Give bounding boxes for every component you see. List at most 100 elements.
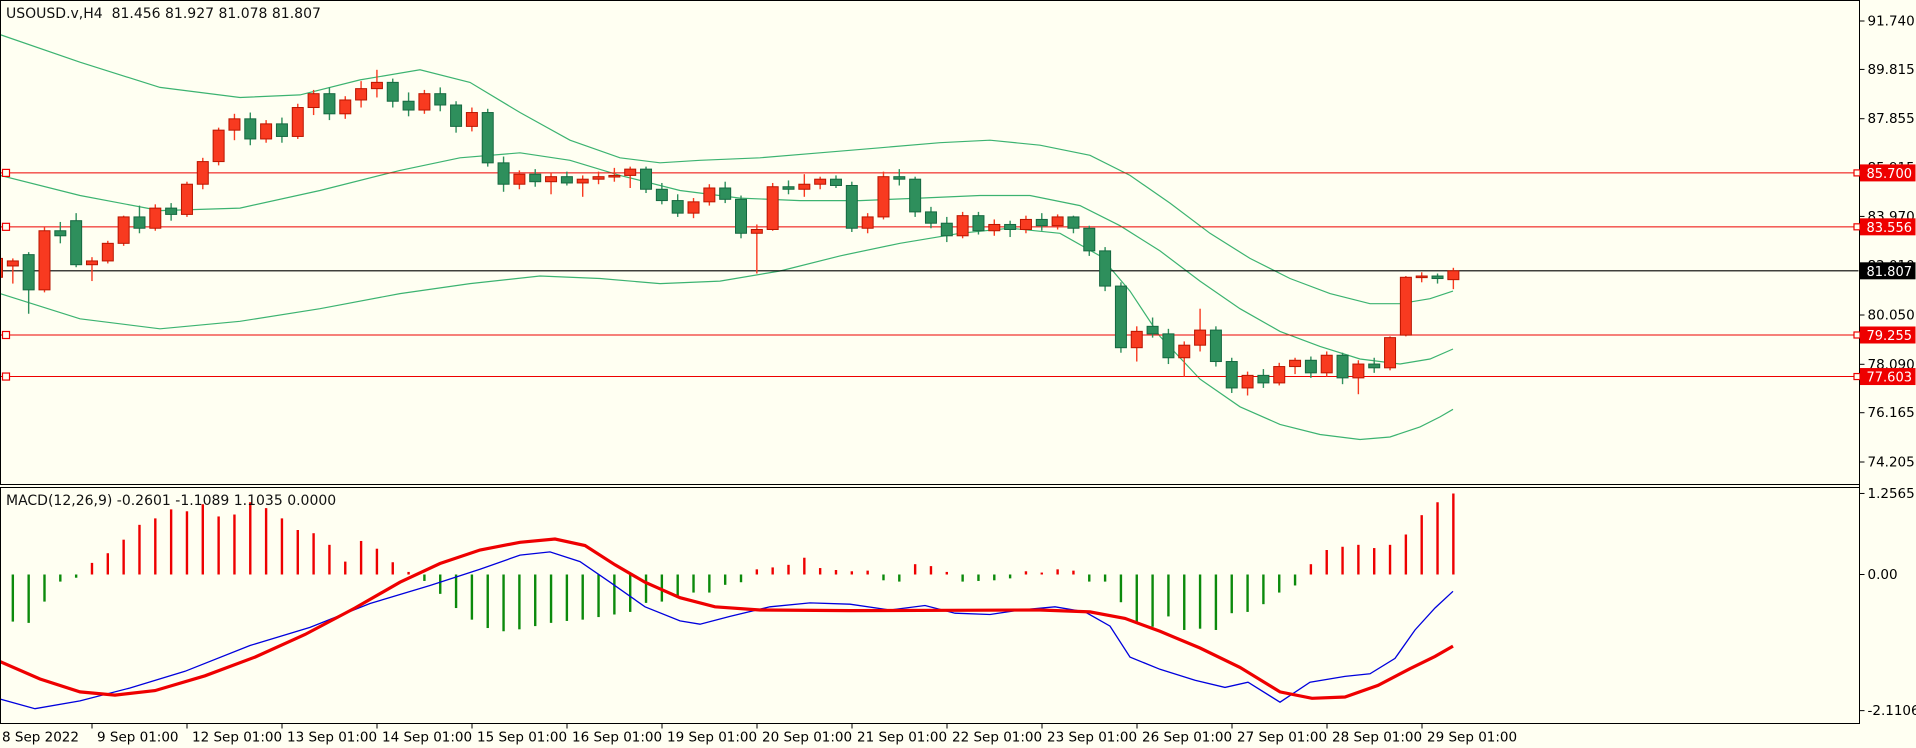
candle	[402, 92, 415, 117]
candle	[576, 175, 589, 197]
candle-body	[1336, 354, 1349, 379]
candle-body	[877, 176, 890, 218]
candle-body	[133, 216, 146, 229]
candle-body	[1, 257, 3, 278]
level-line-anchor[interactable]	[1, 222, 11, 231]
candle	[450, 101, 463, 133]
candle	[909, 176, 922, 217]
time-tick-label[interactable]: 16 Sep 01:00	[572, 730, 662, 746]
candle-body	[1051, 216, 1064, 227]
candle-body	[687, 201, 700, 214]
time-tick-label[interactable]: 12 Sep 01:00	[192, 730, 282, 746]
candle	[1099, 247, 1112, 292]
level-price-label-bg[interactable]	[1860, 218, 1916, 236]
candle-body	[244, 118, 257, 140]
time-tick-label[interactable]: 28 Sep 01:00	[1332, 730, 1422, 746]
time-tick-label[interactable]: 21 Sep 01:00	[857, 730, 947, 746]
candle	[814, 176, 827, 190]
candle	[1384, 336, 1397, 371]
macd-line	[1, 551, 1454, 710]
candle	[1257, 369, 1270, 388]
time-tick-label[interactable]: 9 Sep 01:00	[97, 730, 179, 746]
candle-body	[766, 186, 779, 230]
current-price-label-bg[interactable]	[1860, 262, 1916, 280]
candle-body	[1083, 227, 1096, 252]
level-price-label-text: 79.255	[1867, 329, 1913, 344]
time-tick-label[interactable]: 8 Sep 2022	[2, 730, 79, 746]
candle-body	[988, 223, 1001, 232]
candle	[196, 157, 209, 190]
candle	[687, 198, 700, 219]
main-price-panel[interactable]	[0, 34, 1860, 441]
candle	[1336, 352, 1349, 385]
level-axis-anchor[interactable]	[1853, 331, 1861, 339]
candle	[260, 120, 273, 143]
candle	[766, 182, 779, 231]
candle-body	[165, 207, 178, 215]
time-tick-label[interactable]: 20 Sep 01:00	[762, 730, 852, 746]
time-tick-label[interactable]: 15 Sep 01:00	[477, 730, 567, 746]
macd-tick-label: 1.2565	[1868, 486, 1915, 502]
candle	[877, 171, 890, 220]
candle-body	[655, 188, 668, 202]
candle	[640, 166, 653, 194]
candle-body	[1146, 325, 1159, 335]
current-price-label-text: 81.807	[1867, 265, 1913, 280]
time-tick-label[interactable]: 14 Sep 01:00	[382, 730, 472, 746]
level-price-label-bg[interactable]	[1860, 368, 1916, 386]
candle-body	[228, 118, 241, 131]
level-axis-anchor[interactable]	[1853, 223, 1861, 231]
candle-body	[434, 93, 447, 106]
time-tick-label[interactable]: 13 Sep 01:00	[287, 730, 377, 746]
price-tick-label: 76.165	[1868, 405, 1915, 421]
level-axis-anchor[interactable]	[1853, 372, 1861, 381]
candle-body	[497, 162, 510, 185]
level-line-anchor[interactable]	[1, 330, 11, 340]
candle-body	[640, 168, 653, 190]
candle	[1447, 267, 1460, 290]
candle	[861, 213, 874, 234]
candle-body	[1399, 276, 1412, 336]
level-price-label-bg[interactable]	[1860, 326, 1916, 344]
candle	[1051, 214, 1064, 230]
candle-body	[845, 184, 858, 229]
level-price-label[interactable]: 77.603	[1853, 368, 1916, 386]
bollinger-upper-band	[1, 34, 1454, 305]
candle	[244, 112, 257, 146]
candle-body	[481, 112, 494, 164]
axes[interactable]: 91.74089.81587.85585.91583.97082.01080.0…	[0, 14, 1916, 746]
candle	[1178, 341, 1191, 377]
level-price-label-bg[interactable]	[1860, 164, 1916, 182]
level-price-label[interactable]: 83.556	[1853, 218, 1916, 236]
candle	[513, 170, 526, 190]
level-price-label[interactable]: 85.700	[1853, 164, 1916, 182]
level-price-label[interactable]: 79.255	[1853, 326, 1916, 344]
candle	[1067, 215, 1080, 234]
level-line-anchor[interactable]	[1, 372, 11, 381]
time-tick-label[interactable]: 26 Sep 01:00	[1142, 730, 1232, 746]
candle-body	[798, 183, 811, 190]
candle-body	[1178, 344, 1191, 359]
candle-body	[1273, 366, 1286, 384]
candle-body	[924, 211, 937, 224]
candle	[940, 216, 953, 243]
candle	[1352, 360, 1365, 395]
candle	[307, 89, 320, 116]
candle	[972, 211, 985, 235]
level-line-anchor[interactable]	[1, 168, 11, 178]
candle-body	[291, 107, 304, 137]
current-price-label[interactable]: 81.807	[1860, 262, 1916, 280]
macd-panel[interactable]	[0, 493, 1455, 710]
candle	[117, 215, 130, 246]
candle	[608, 167, 621, 182]
time-tick-label[interactable]: 19 Sep 01:00	[667, 730, 757, 746]
time-tick-label[interactable]: 29 Sep 01:00	[1427, 730, 1517, 746]
candle	[1162, 328, 1175, 365]
time-tick-label[interactable]: 23 Sep 01:00	[1047, 730, 1137, 746]
candle	[70, 213, 83, 268]
time-tick-label[interactable]: 27 Sep 01:00	[1237, 730, 1327, 746]
time-tick-label[interactable]: 22 Sep 01:00	[952, 730, 1042, 746]
level-axis-anchor[interactable]	[1853, 169, 1861, 177]
